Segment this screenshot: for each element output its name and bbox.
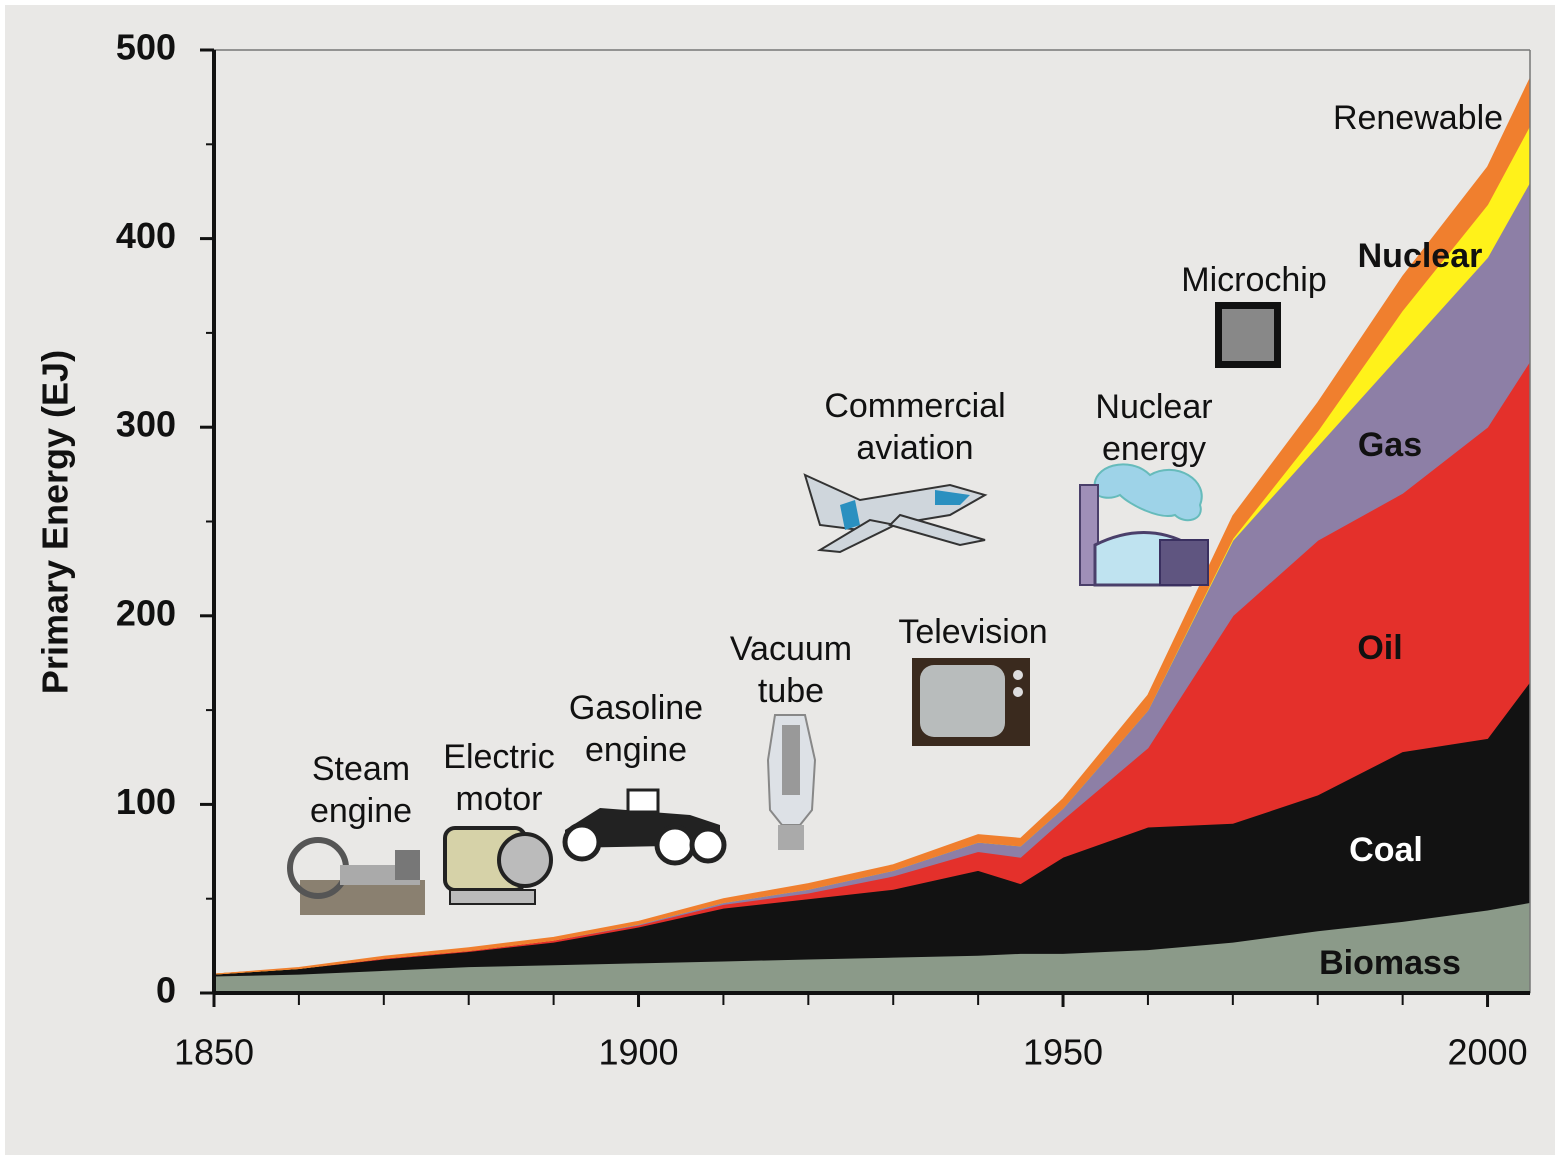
series-label: Coal (1349, 831, 1423, 869)
annotation: Electric (443, 738, 554, 776)
page: {"chart_data":{"type":"stacked-area","y_… (0, 0, 1560, 1160)
y-tick-label: 500 (116, 27, 176, 68)
x-tick-label: 1850 (174, 1032, 254, 1073)
annotation: tube (758, 672, 824, 710)
annotation: Nuclear (1095, 388, 1212, 426)
annotation: motor (456, 780, 543, 818)
y-axis-title: Primary Energy (EJ) (35, 350, 76, 694)
chart: Biomass Coal Oil Gas Nuclear Renewable Steam en… (0, 0, 1560, 1160)
series-label: Gas (1358, 426, 1422, 464)
y-tick-label: 100 (116, 781, 176, 822)
series-label: Nuclear (1358, 237, 1483, 275)
y-tick-label: 400 (116, 215, 176, 256)
y-tick-label: 0 (156, 970, 176, 1011)
annotation: engine (310, 792, 412, 830)
series-label: Oil (1357, 629, 1402, 667)
annotation: engine (585, 731, 687, 769)
annotation: Microchip (1181, 261, 1326, 299)
annotation: Gasoline (569, 689, 703, 727)
electric-motor-icon (445, 828, 551, 904)
y-tick-label: 200 (116, 592, 176, 633)
annotation: aviation (856, 429, 973, 467)
series-label: Biomass (1319, 944, 1461, 982)
annotation: energy (1102, 430, 1206, 468)
series-label: Renewable (1333, 99, 1503, 137)
tv-icon (912, 658, 1030, 746)
x-tick-label: 1900 (598, 1032, 678, 1073)
x-tick-label: 1950 (1023, 1032, 1103, 1073)
annotation: Commercial (824, 387, 1005, 425)
annotation: Vacuum (730, 630, 852, 668)
y-tick-label: 300 (116, 404, 176, 445)
annotation: Television (898, 613, 1047, 651)
x-tick-label: 2000 (1448, 1032, 1528, 1073)
microchip-icon (1215, 302, 1281, 368)
annotation: Steam (312, 750, 410, 788)
